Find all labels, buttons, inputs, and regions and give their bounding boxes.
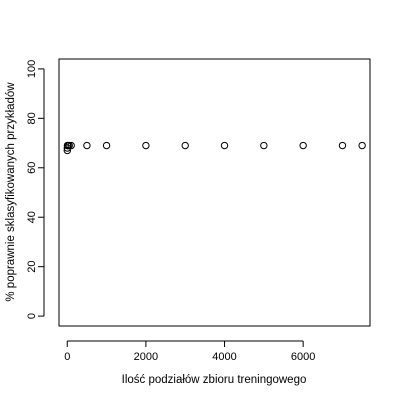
y-tick-label: 60: [26, 162, 38, 174]
x-tick-label: 2000: [134, 351, 158, 363]
data-point: [83, 141, 91, 150]
y-axis: 0 20 40 60 80 100: [26, 60, 45, 319]
plot-frame: [58, 58, 371, 327]
data-point: [65, 141, 73, 150]
data-point: [260, 141, 268, 150]
data-point: [338, 141, 347, 150]
data-point: [220, 141, 229, 150]
data-point: [358, 141, 366, 150]
data-point: [102, 141, 111, 150]
y-tick-label: 100: [26, 60, 38, 78]
x-axis: 0 2000 4000 6000: [64, 340, 315, 363]
y-tick-label: 0: [26, 313, 38, 319]
data-point: [181, 141, 189, 150]
data-points: [63, 141, 366, 155]
data-point: [67, 141, 75, 150]
data-point: [142, 141, 150, 150]
y-tick-label: 20: [26, 261, 38, 273]
x-tick-label: 4000: [212, 351, 236, 363]
x-axis-label: Ilość podziałów zbioru treningowego: [122, 374, 307, 386]
x-tick-label: 0: [64, 351, 70, 363]
y-axis-label: % poprawnie sklasyfikowanych przykładów: [5, 82, 17, 302]
y-tick-label: 40: [26, 211, 38, 223]
data-point: [63, 146, 71, 155]
y-tick-label: 80: [26, 112, 38, 124]
x-tick-label: 6000: [291, 351, 315, 363]
data-point: [299, 141, 307, 150]
